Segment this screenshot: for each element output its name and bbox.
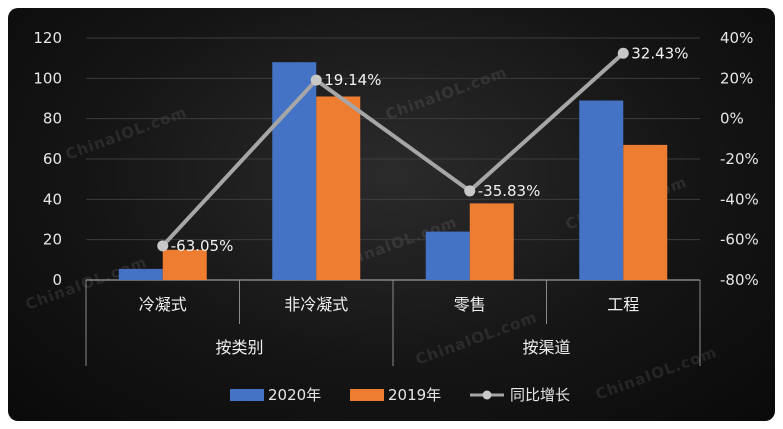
group-label: 按渠道	[522, 338, 570, 357]
legend-label: 2019年	[388, 386, 441, 404]
legend-label: 同比增长	[510, 386, 570, 404]
left-tick-label: 60	[43, 150, 62, 168]
left-axis: 0 20 40 60 80 100 120	[33, 29, 62, 289]
legend-marker-2	[482, 390, 492, 400]
growth-point-零售	[464, 185, 476, 197]
bar-2019年-零售	[469, 203, 514, 280]
growth-point-工程	[617, 47, 629, 59]
growth-point-冷凝式	[157, 240, 169, 252]
bar-2020年-非冷凝式	[272, 62, 317, 281]
group-label: 按类别	[215, 338, 263, 357]
right-tick-label: -80%	[720, 271, 759, 289]
right-tick-label: -20%	[720, 150, 759, 168]
chart-frame: ChinaIOL.com ChinaIOL.com ChinaIOL.com Chin…	[8, 8, 775, 421]
left-tick-label: 100	[33, 69, 62, 87]
left-tick-label: 20	[43, 231, 62, 249]
growth-data-label: -35.83%	[478, 182, 541, 200]
category-label: 非冷凝式	[284, 295, 348, 314]
bar-2019年-非冷凝式	[316, 96, 361, 280]
bar-2019年-工程	[623, 144, 668, 280]
legend-swatch-1	[350, 389, 384, 401]
growth-data-label: 32.43%	[631, 44, 688, 62]
bar-2020年-冷凝式	[118, 268, 163, 280]
watermark-6: ChinaIOL.com	[413, 308, 539, 369]
watermark-0: ChinaIOL.com	[63, 103, 189, 164]
growth-line: -63.05% 19.14% -35.83% 32.43%	[157, 44, 688, 255]
growth-point-非冷凝式	[310, 74, 322, 86]
watermark-1: ChinaIOL.com	[383, 63, 509, 124]
right-tick-label: 0%	[720, 110, 744, 128]
bar-2020年-工程	[579, 100, 624, 281]
right-tick-label: 40%	[720, 29, 753, 47]
bars	[118, 62, 668, 281]
left-tick-label: 40	[43, 190, 62, 208]
left-tick-label: 0	[52, 271, 62, 289]
category-label: 工程	[607, 295, 639, 314]
growth-data-label: -63.05%	[171, 237, 234, 255]
right-tick-label: -60%	[720, 231, 759, 249]
chart: ChinaIOL.com ChinaIOL.com ChinaIOL.com Chin…	[23, 29, 759, 404]
legend-label: 2020年	[268, 386, 321, 404]
left-tick-label: 80	[43, 110, 62, 128]
legend-swatch-0	[230, 389, 264, 401]
growth-line-path	[161, 51, 625, 248]
right-axis: -80% -60% -40% -20% 0% 20% 40%	[720, 29, 759, 289]
watermark-5: ChinaIOL.com	[593, 343, 719, 404]
legend: 2020年 2019年 同比增长	[230, 386, 570, 404]
right-tick-label: 20%	[720, 69, 753, 87]
category-label: 零售	[454, 295, 486, 314]
right-tick-label: -40%	[720, 190, 759, 208]
left-tick-label: 120	[33, 29, 62, 47]
bar-2020年-零售	[425, 231, 470, 280]
growth-data-label: 19.14%	[324, 71, 381, 89]
category-label: 冷凝式	[139, 295, 187, 314]
bar-2019年-冷凝式	[162, 249, 207, 280]
